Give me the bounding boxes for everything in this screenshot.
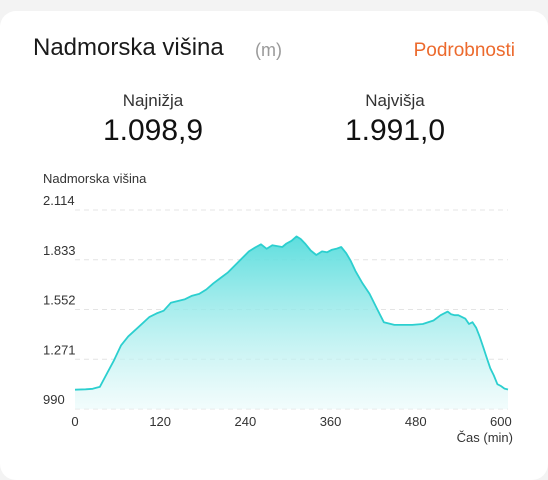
x-tick-label: 120 xyxy=(149,414,171,429)
elevation-line xyxy=(74,235,509,391)
y-tick-label: 1.833 xyxy=(43,243,76,258)
x-tick-label: 0 xyxy=(71,414,78,429)
x-tick-label: 360 xyxy=(320,414,342,429)
details-link[interactable]: Podrobnosti xyxy=(413,40,515,61)
y-tick-label: 1.552 xyxy=(43,293,76,308)
max-elevation-value: 1.991,0 xyxy=(344,114,446,147)
x-axis-ticks: 0 120 240 360 480 600 xyxy=(71,414,511,429)
min-elevation-value: 1.098,9 xyxy=(102,114,204,147)
x-tick-label: 480 xyxy=(405,414,427,429)
y-axis-ticks: 990 1.271 1.552 1.833 2.114 xyxy=(43,193,76,407)
unit-label: (m) xyxy=(255,40,282,60)
x-axis-title: Čas (min) xyxy=(457,430,513,445)
elevation-area xyxy=(75,236,508,409)
x-tick-label: 240 xyxy=(235,414,257,429)
y-axis-title: Nadmorska višina xyxy=(43,171,147,186)
y-tick-label: 1.271 xyxy=(43,342,76,357)
y-tick-label: 2.114 xyxy=(43,193,75,208)
card-title: Nadmorska višina xyxy=(33,34,224,61)
y-tick-label: 990 xyxy=(43,392,65,407)
x-tick-label: 600 xyxy=(490,414,512,429)
min-elevation-label: Najnižja xyxy=(122,91,184,110)
max-elevation-label: Najvišja xyxy=(365,91,425,110)
